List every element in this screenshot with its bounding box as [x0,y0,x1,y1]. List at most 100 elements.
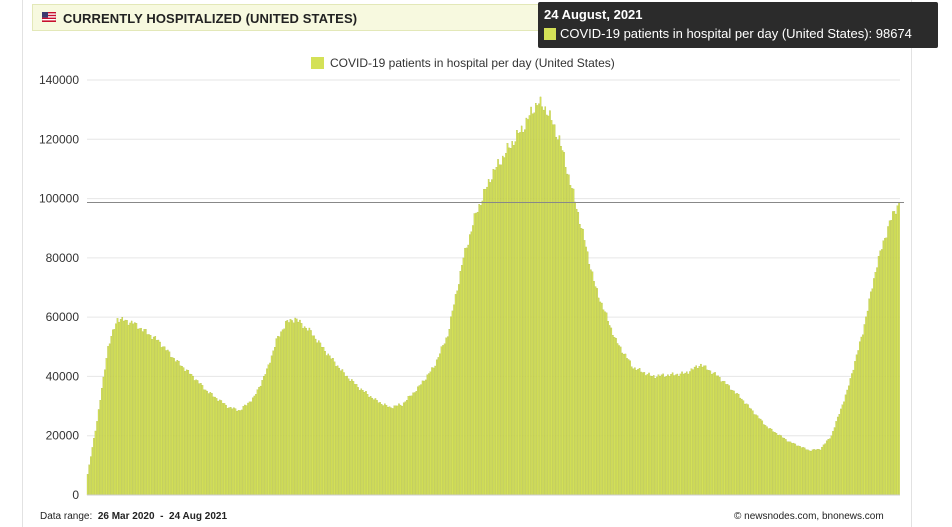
bar[interactable] [319,342,322,496]
bar[interactable] [599,301,602,496]
bar[interactable] [129,322,131,496]
bar[interactable] [824,443,826,496]
bar[interactable] [140,327,142,496]
bar[interactable] [810,450,812,496]
bar[interactable] [401,405,403,496]
bar[interactable] [415,391,418,496]
bar[interactable] [527,119,529,496]
bar[interactable] [522,132,525,496]
bar[interactable] [896,205,899,496]
bar[interactable] [182,367,185,496]
bar[interactable] [228,407,230,496]
bar[interactable] [300,323,303,496]
bar[interactable] [90,456,92,496]
bar[interactable] [549,110,551,496]
bar[interactable] [357,387,359,496]
bar[interactable] [648,372,650,496]
bar[interactable] [192,375,194,496]
bar[interactable] [764,425,767,496]
bar[interactable] [428,373,430,496]
bar[interactable] [830,435,833,496]
bar[interactable] [256,389,259,496]
bar[interactable] [756,415,759,496]
bar[interactable] [656,376,658,496]
bar[interactable] [577,212,580,496]
bar[interactable] [325,355,328,496]
bar[interactable] [566,173,569,496]
bar[interactable] [586,251,589,496]
bar[interactable] [610,327,613,496]
bar[interactable] [552,124,554,496]
bar[interactable] [407,396,410,496]
bar[interactable] [335,366,337,496]
bar[interactable] [336,365,339,496]
bar[interactable] [569,185,572,496]
bar[interactable] [217,400,219,496]
bar[interactable] [318,340,320,496]
bar[interactable] [877,256,880,496]
bar[interactable] [663,376,666,496]
bar[interactable] [118,321,120,496]
bar[interactable] [451,310,454,496]
bar[interactable] [667,374,669,496]
bar[interactable] [280,331,282,496]
bar[interactable] [758,418,760,496]
bar[interactable] [340,370,342,496]
bar[interactable] [443,343,446,496]
bar[interactable] [324,351,326,496]
bar[interactable] [792,442,795,496]
bar[interactable] [873,278,875,496]
bar[interactable] [580,228,583,496]
bar[interactable] [497,159,499,496]
bar[interactable] [272,350,274,496]
bar[interactable] [365,391,367,496]
bar[interactable] [800,447,803,496]
bar[interactable] [409,395,411,496]
bar[interactable] [390,407,392,496]
bar[interactable] [675,374,677,496]
bar[interactable] [352,381,355,496]
bar[interactable] [528,115,531,496]
bar[interactable] [439,353,441,496]
bar[interactable] [495,167,498,496]
bar[interactable] [541,106,543,496]
bar[interactable] [637,369,639,496]
bar[interactable] [110,336,113,496]
bar[interactable] [846,389,848,496]
bar[interactable] [711,374,713,496]
bar[interactable] [283,328,285,496]
bar[interactable] [560,145,562,496]
bar[interactable] [777,435,779,496]
bar[interactable] [145,329,147,496]
bar[interactable] [406,400,408,496]
bar[interactable] [91,447,94,496]
bar[interactable] [171,357,174,496]
bar[interactable] [369,396,372,496]
bar[interactable] [715,375,718,496]
bar[interactable] [524,129,526,496]
bar[interactable] [530,106,532,496]
bar[interactable] [239,410,241,496]
bar[interactable] [229,407,232,496]
bar[interactable] [579,224,581,496]
bar[interactable] [308,327,311,496]
bar[interactable] [805,449,808,496]
bar[interactable] [476,211,479,496]
bar[interactable] [744,403,746,496]
bar[interactable] [679,373,682,496]
bar[interactable] [547,115,550,496]
bar[interactable] [363,392,366,496]
bar[interactable] [879,250,881,496]
bar[interactable] [690,368,693,496]
bar[interactable] [99,400,101,496]
bar[interactable] [305,328,307,496]
bar[interactable] [93,438,95,496]
bar[interactable] [858,341,861,496]
bar[interactable] [209,392,212,496]
bar[interactable] [568,174,570,496]
bar[interactable] [135,323,138,496]
bar[interactable] [214,396,216,496]
bar[interactable] [752,410,754,496]
bar[interactable] [536,105,539,496]
bar[interactable] [876,267,878,496]
